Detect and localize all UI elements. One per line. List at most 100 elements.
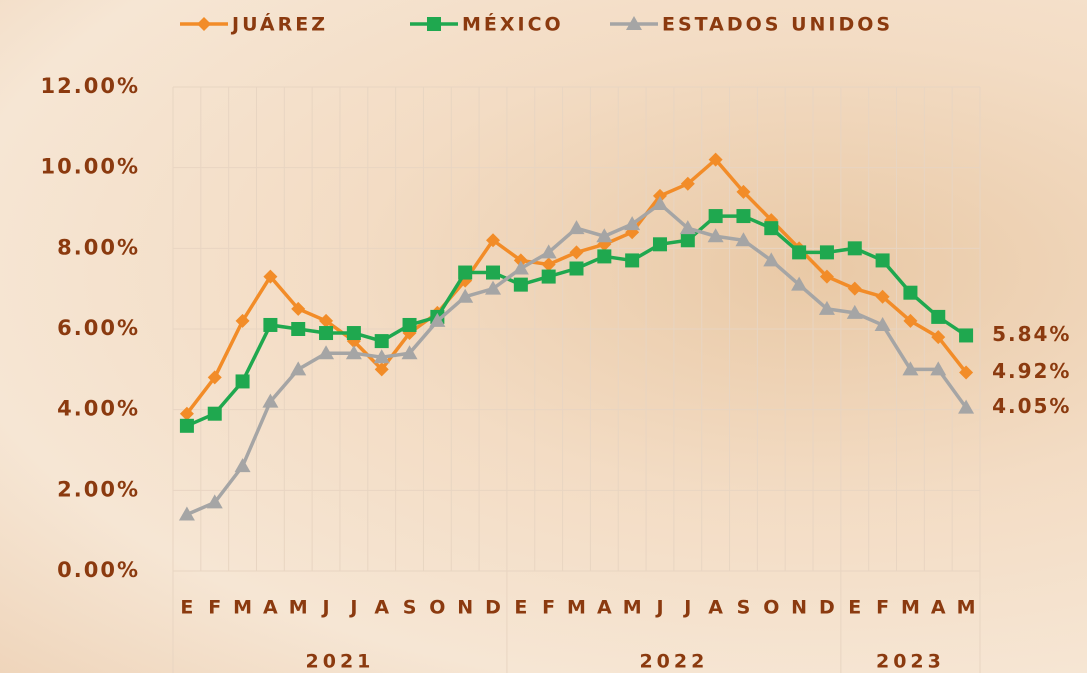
point [486, 265, 501, 280]
year-label: 2022 [639, 651, 708, 673]
year-label: 2023 [876, 651, 945, 673]
y-tick-label: 12.00% [41, 74, 140, 98]
x-tick-label: N [457, 597, 473, 619]
point [875, 289, 890, 304]
year-label: 2021 [306, 651, 375, 673]
x-tick-label: O [429, 597, 445, 619]
legend-label: ESTADOS UNIDOS [662, 14, 893, 36]
point [792, 245, 807, 260]
point [263, 269, 278, 284]
point [652, 237, 667, 252]
x-tick-label: F [208, 597, 221, 619]
series-line [185, 157, 968, 415]
legend-label: MÉXICO [462, 13, 564, 36]
point [290, 361, 307, 376]
point [736, 209, 751, 224]
point [569, 245, 584, 260]
point [680, 233, 695, 248]
point [735, 232, 752, 247]
point [708, 152, 723, 167]
data-label: 4.05% [992, 394, 1071, 418]
x-tick-label: D [819, 597, 835, 619]
point [346, 326, 361, 341]
point [596, 228, 613, 243]
point [262, 393, 279, 408]
x-tick-label: J [321, 597, 330, 619]
point [680, 176, 695, 191]
point [959, 365, 974, 380]
point [651, 195, 668, 210]
point [179, 418, 194, 433]
point [235, 313, 250, 328]
point [513, 277, 528, 292]
point [819, 245, 834, 260]
point [847, 281, 862, 296]
point [486, 233, 501, 248]
point [931, 309, 946, 324]
point [818, 300, 835, 315]
point [178, 506, 195, 521]
point [513, 253, 528, 268]
x-tick-label: M [233, 597, 252, 619]
legend-marker [197, 17, 211, 31]
point [597, 249, 612, 264]
x-tick-label: E [180, 597, 193, 619]
y-tick-label: 10.00% [41, 155, 140, 179]
point [652, 188, 667, 203]
point [401, 345, 418, 360]
point [846, 304, 863, 319]
point [374, 362, 389, 377]
point [541, 257, 556, 272]
point [958, 399, 975, 414]
point [708, 209, 723, 224]
point [540, 244, 557, 259]
x-tick-label: F [876, 597, 889, 619]
point [930, 361, 947, 376]
point [624, 216, 641, 231]
x-tick-label: E [514, 597, 527, 619]
point [847, 241, 862, 256]
point [319, 313, 334, 328]
point [234, 458, 251, 473]
x-tick-label: A [931, 597, 946, 619]
point [568, 220, 585, 235]
y-tick-label: 6.00% [57, 316, 140, 340]
point [207, 406, 222, 421]
point [485, 280, 502, 295]
x-tick-label: M [901, 597, 920, 619]
x-tick-label: A [597, 597, 612, 619]
legend-marker [427, 17, 441, 31]
point [707, 228, 724, 243]
legend-marker [626, 16, 642, 30]
point [874, 316, 891, 331]
x-tick-label: A [708, 597, 723, 619]
legend-label: JUÁREZ [230, 13, 328, 36]
x-tick-label: O [763, 597, 779, 619]
point [291, 301, 306, 316]
point [763, 252, 780, 267]
point [875, 253, 890, 268]
x-tick-label: A [263, 597, 278, 619]
point [319, 326, 334, 341]
y-tick-label: 0.00% [57, 558, 140, 582]
x-tick-label: S [403, 597, 417, 619]
point [764, 221, 779, 236]
point [736, 184, 751, 199]
x-tick-label: J [682, 597, 691, 619]
point [512, 260, 529, 275]
x-tick-label: M [957, 597, 976, 619]
x-tick-label: M [567, 597, 586, 619]
point [625, 253, 640, 268]
x-tick-label: F [542, 597, 555, 619]
x-tick-label: M [289, 597, 308, 619]
x-tick-label: A [374, 597, 389, 619]
point [569, 261, 584, 276]
point [679, 220, 696, 235]
y-tick-label: 2.00% [57, 477, 140, 501]
x-tick-label: D [485, 597, 501, 619]
x-tick-label: M [623, 597, 642, 619]
y-tick-label: 4.00% [57, 397, 140, 421]
x-tick-label: S [737, 597, 751, 619]
